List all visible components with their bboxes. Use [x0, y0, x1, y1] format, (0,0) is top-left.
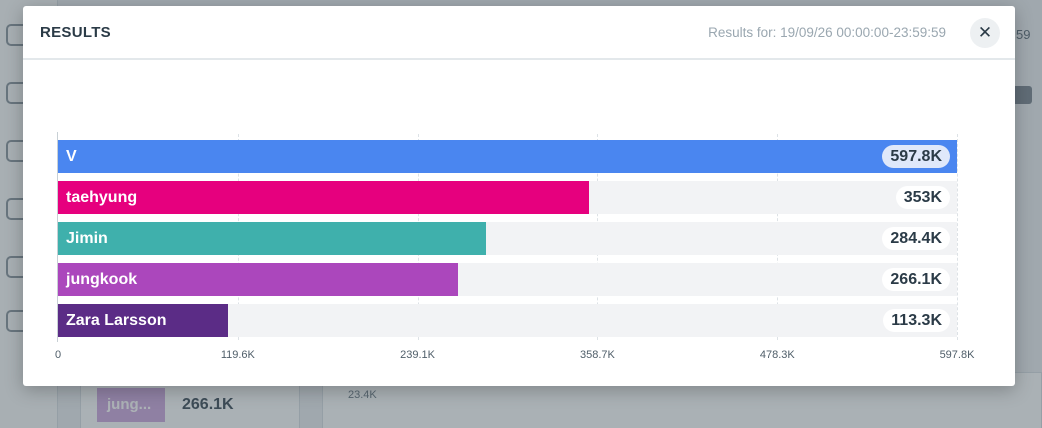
results-modal: RESULTS Results for: 19/09/26 00:00:00-2… [23, 6, 1015, 386]
bar[interactable] [58, 263, 459, 296]
background-axis-label: 23.4K [348, 389, 377, 401]
bar-value-label: 597.8K [882, 145, 950, 168]
bar[interactable] [58, 304, 229, 337]
modal-title: RESULTS [40, 24, 111, 41]
results-date-range: Results for: 19/09/26 00:00:00-23:59:59 [708, 25, 946, 40]
bar-value-label: 284.4K [882, 227, 950, 250]
background-chip-value: 266.1K [182, 396, 234, 413]
y-axis-line [57, 132, 58, 342]
x-tick-label: 0 [54, 349, 62, 361]
x-tick-label: 597.8K [939, 349, 975, 361]
results-bar-chart: V 597.8K taehyung 353K Jimin 284.4K jungkook 26… [23, 6, 1015, 386]
background-chip: jung... [97, 388, 165, 422]
bar-value-label: 353K [895, 186, 950, 209]
bar-label: taehyung [66, 189, 138, 206]
save-icon [1012, 86, 1032, 104]
modal-header: RESULTS Results for: 19/09/26 00:00:00-2… [23, 6, 1015, 60]
bar-label: jungkook [66, 271, 138, 288]
bar-label: V [66, 148, 77, 165]
bar-value-label: 266.1K [882, 268, 950, 291]
gridline [957, 134, 958, 340]
bar-value-label: 113.3K [883, 309, 950, 332]
bar-label: Zara Larsson [66, 312, 167, 329]
bar[interactable] [58, 222, 486, 255]
bar-row[interactable]: jungkook 266.1K [58, 263, 957, 296]
x-tick-label: 478.3K [759, 349, 795, 361]
bar-label: Jimin [66, 230, 108, 247]
close-button[interactable]: ✕ [970, 18, 1000, 48]
x-tick-label: 119.6K [220, 349, 255, 361]
bar-row[interactable]: Zara Larsson 113.3K [58, 304, 957, 337]
bar-row[interactable]: taehyung 353K [58, 181, 957, 214]
bar[interactable] [58, 181, 589, 214]
x-tick-label: 239.1K [400, 349, 435, 361]
bar[interactable] [58, 140, 957, 173]
background-time-fragment: 59 [1016, 27, 1031, 42]
bar-row[interactable]: V 597.8K [58, 140, 957, 173]
x-tick-label: 358.7K [579, 349, 615, 361]
bar-row[interactable]: Jimin 284.4K [58, 222, 957, 255]
